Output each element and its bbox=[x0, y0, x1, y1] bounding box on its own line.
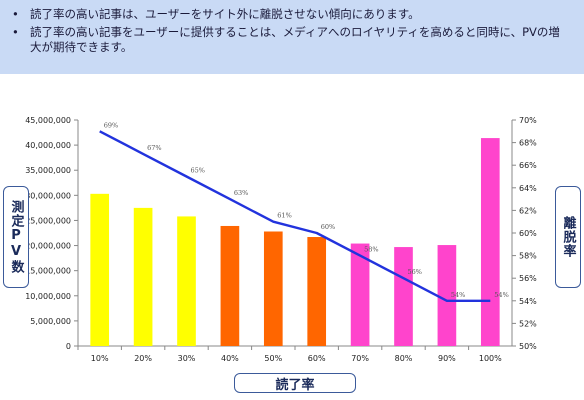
bar bbox=[394, 247, 413, 346]
y-tick-label: 20,000,000 bbox=[25, 242, 71, 251]
y2-tick-label: 70% bbox=[519, 116, 537, 125]
y2-tick-label: 52% bbox=[519, 319, 537, 328]
data-label: 61% bbox=[277, 212, 291, 220]
x-tick-label: 90% bbox=[438, 354, 456, 363]
x-tick-label: 30% bbox=[178, 354, 196, 363]
data-label: 54% bbox=[494, 291, 508, 299]
y2-tick-label: 68% bbox=[519, 139, 537, 148]
x-tick-label: 50% bbox=[264, 354, 282, 363]
note-item: • 読了率の高い記事をユーザーに提供することは、メディアへのロイヤリティを高める… bbox=[8, 25, 570, 55]
x-tick-label: 70% bbox=[351, 354, 369, 363]
y2-axis-title: 離脱率 bbox=[555, 186, 581, 288]
note-text: 読了率の高い記事をユーザーに提供することは、メディアへのロイヤリティを高めると同… bbox=[30, 25, 560, 54]
bar bbox=[90, 193, 110, 346]
bar bbox=[177, 216, 196, 346]
notes-panel: • 読了率の高い記事は、ユーザーをサイト外に離脱させない傾向にあります。 • 読… bbox=[0, 0, 584, 74]
x-axis-title: 読了率 bbox=[234, 373, 356, 393]
data-label: 69% bbox=[104, 121, 118, 129]
y-tick-label: 0 bbox=[66, 342, 71, 351]
bar bbox=[307, 237, 327, 346]
data-label: 65% bbox=[191, 167, 205, 175]
y-axis-title: 測定PV数 bbox=[3, 186, 29, 288]
y2-tick-label: 66% bbox=[519, 161, 537, 170]
y-tick-label: 40,000,000 bbox=[25, 141, 71, 150]
y-tick-label: 15,000,000 bbox=[25, 267, 71, 276]
y2-tick-label: 58% bbox=[519, 252, 537, 261]
bullet-icon: • bbox=[12, 25, 19, 39]
x-tick-label: 20% bbox=[134, 354, 152, 363]
y2-tick-label: 62% bbox=[519, 206, 537, 215]
x-tick-label: 10% bbox=[91, 354, 109, 363]
bullet-icon: • bbox=[12, 7, 19, 21]
y-tick-label: 5,000,000 bbox=[30, 317, 71, 326]
y2-tick-label: 64% bbox=[519, 184, 537, 193]
data-label: 54% bbox=[451, 291, 465, 299]
y-tick-label: 10,000,000 bbox=[25, 292, 71, 301]
y-tick-label: 25,000,000 bbox=[25, 216, 71, 225]
y-tick-label: 45,000,000 bbox=[25, 116, 71, 125]
x-tick-label: 60% bbox=[308, 354, 326, 363]
note-text: 読了率の高い記事は、ユーザーをサイト外に離脱させない傾向にあります。 bbox=[30, 7, 420, 21]
y2-tick-label: 54% bbox=[519, 297, 537, 306]
line-series bbox=[99, 130, 491, 302]
x-tick-label: 40% bbox=[221, 354, 239, 363]
y2-tick-label: 56% bbox=[519, 274, 537, 283]
data-label: 67% bbox=[147, 144, 161, 152]
data-label: 60% bbox=[321, 223, 335, 231]
y-tick-label: 30,000,000 bbox=[25, 191, 71, 200]
bar bbox=[220, 225, 240, 346]
bar bbox=[133, 207, 153, 346]
y2-tick-label: 50% bbox=[519, 342, 537, 351]
x-tick-label: 80% bbox=[395, 354, 413, 363]
bar bbox=[263, 231, 283, 346]
data-label: 56% bbox=[408, 268, 422, 276]
bar bbox=[350, 243, 370, 346]
note-item: • 読了率の高い記事は、ユーザーをサイト外に離脱させない傾向にあります。 bbox=[8, 7, 570, 22]
bar bbox=[480, 138, 500, 346]
bar bbox=[437, 245, 457, 346]
y-tick-label: 35,000,000 bbox=[25, 166, 71, 175]
x-tick-label: 100% bbox=[479, 354, 502, 363]
data-label: 63% bbox=[234, 189, 248, 197]
data-label: 58% bbox=[364, 246, 378, 254]
y2-tick-label: 60% bbox=[519, 229, 537, 238]
